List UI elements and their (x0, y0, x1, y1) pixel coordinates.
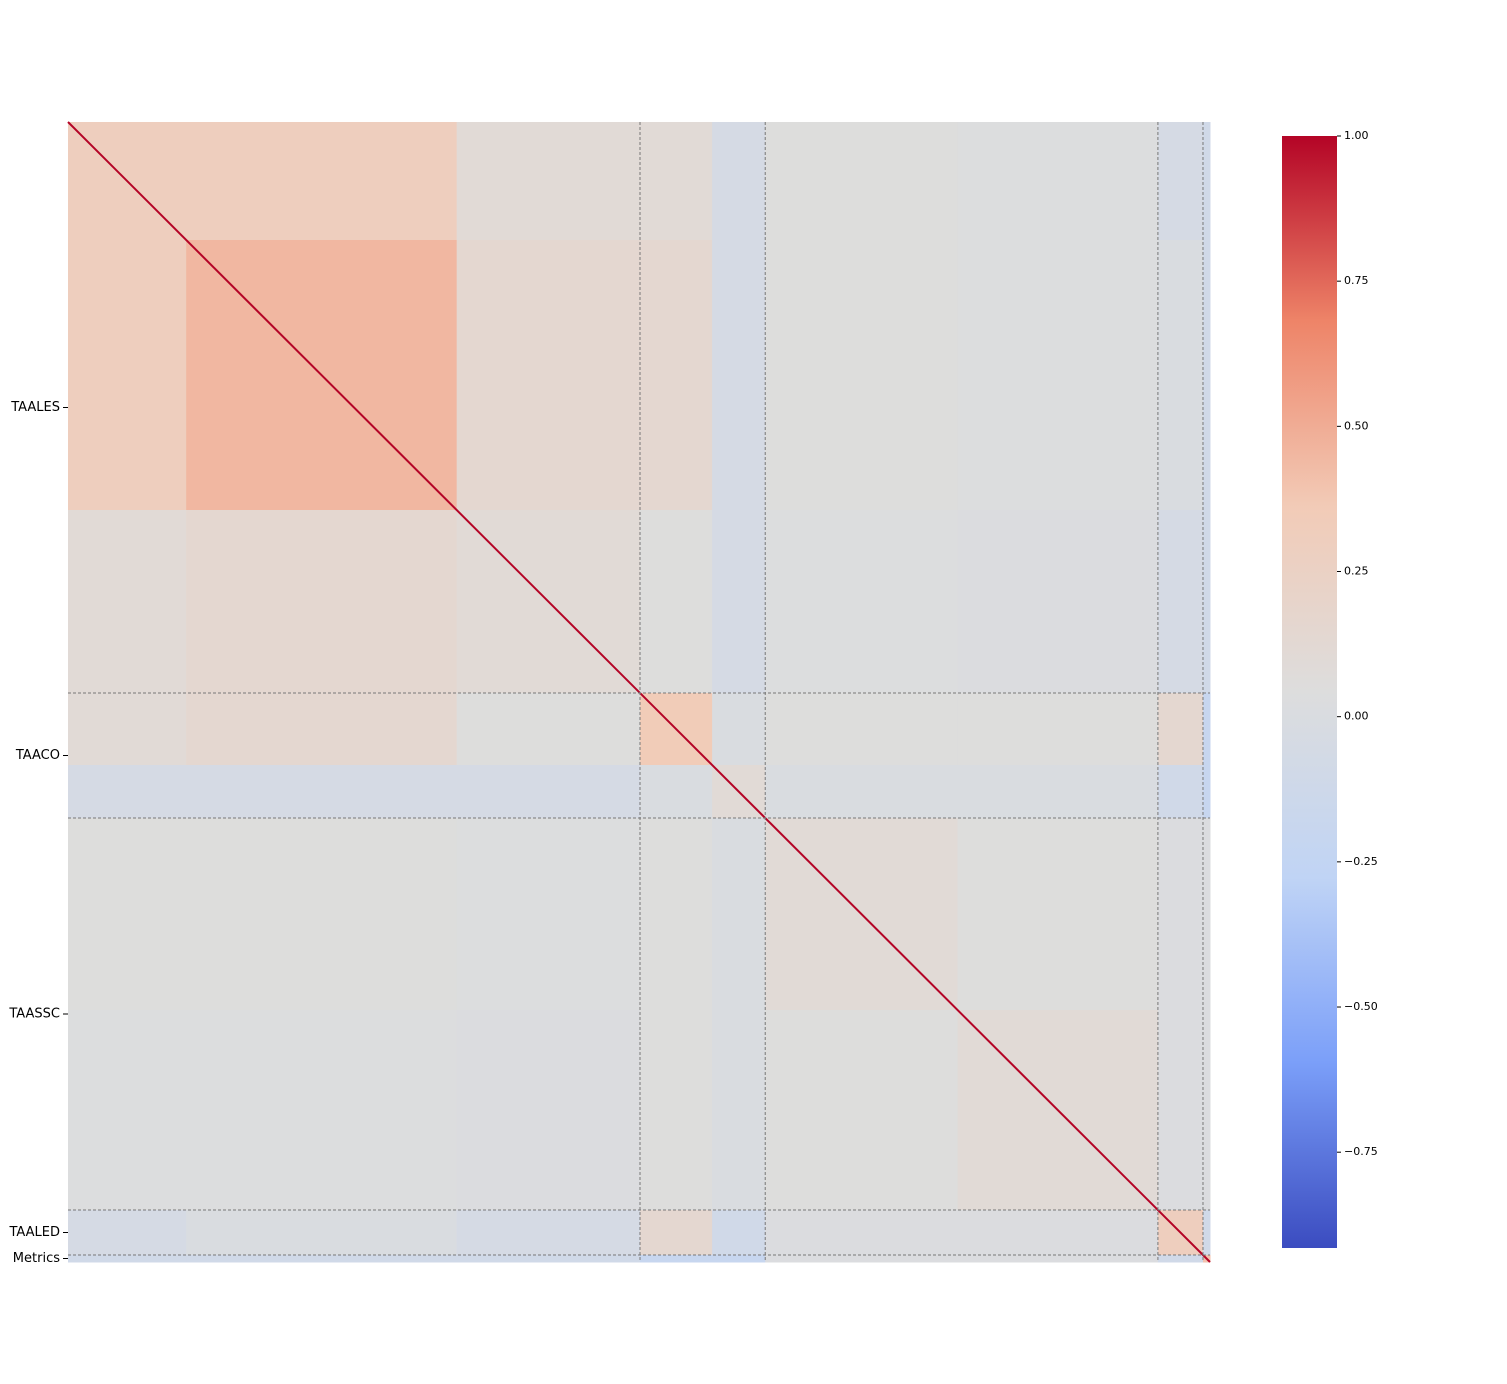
heatmap-cell (1202, 240, 1211, 511)
heatmap-cell (456, 765, 641, 819)
heatmap-cell (640, 765, 713, 819)
heatmap-cell (765, 1010, 959, 1211)
heatmap-cell (957, 510, 1159, 694)
heatmap-cell (640, 1255, 713, 1263)
heatmap-cell (1202, 693, 1211, 766)
heatmap-cell (712, 693, 766, 766)
y-tick-label: Metrics (13, 1251, 60, 1266)
heatmap-cell (765, 510, 959, 694)
heatmap-cell (957, 818, 1159, 1011)
heatmap-cell (957, 765, 1159, 819)
heatmap-cell (186, 693, 458, 766)
diagonal (67, 121, 1211, 1263)
heatmap-cell (765, 693, 959, 766)
y-tick-label: TAALED (8, 1225, 60, 1240)
heatmap-cell (68, 1255, 187, 1263)
heatmap-cell (640, 240, 713, 511)
colorbar-tick-label: 0.50 (1344, 419, 1369, 432)
colorbar-tick-label: −0.50 (1344, 1000, 1378, 1013)
heatmap-cell (68, 818, 187, 1011)
heatmap-cell (456, 1255, 641, 1263)
heatmap-cell (1157, 240, 1204, 511)
heatmap-cell (1202, 1010, 1211, 1211)
heatmap-cell (68, 240, 187, 511)
heatmap-cell (456, 240, 641, 511)
heatmap-cell (957, 122, 1159, 241)
y-tick-label: TAASSC (8, 1007, 60, 1022)
heatmap-cell (957, 693, 1159, 766)
heatmap-cell (712, 1010, 766, 1211)
heatmap-cell (640, 510, 713, 694)
heatmap-cell (957, 1255, 1159, 1263)
colorbar-tick-label: −0.25 (1344, 855, 1378, 868)
heatmap-cell (1157, 818, 1204, 1011)
colorbar-tick-label: 0.75 (1344, 274, 1369, 287)
heatmap-cell (640, 1210, 713, 1256)
heatmap-cell (712, 510, 766, 694)
heatmap-cell (1157, 122, 1204, 241)
colorbar-tick-label: 0.25 (1344, 565, 1369, 578)
colorbar-tick-label: 1.00 (1344, 129, 1369, 142)
heatmap-cell (957, 240, 1159, 511)
heatmap-cell (456, 1210, 641, 1256)
heatmap-cell (640, 122, 713, 241)
heatmap-cell (186, 122, 458, 241)
heatmap-cell (712, 122, 766, 241)
heatmap-cell (1202, 765, 1211, 819)
heatmap-cell (68, 765, 187, 819)
heatmap-cell (186, 1010, 458, 1211)
heatmap-cell (68, 1210, 187, 1256)
heatmap-cell (640, 1010, 713, 1211)
heatmap-cell (456, 693, 641, 766)
heatmap-cell (1202, 818, 1211, 1011)
heatmap-cell (1157, 1255, 1204, 1263)
heatmap-cell (1157, 765, 1204, 819)
heatmap-cell (1202, 510, 1211, 694)
heatmap-cell (712, 240, 766, 511)
heatmap-cell (186, 1210, 458, 1256)
heatmap-cell (68, 510, 187, 694)
heatmap-cell (456, 818, 641, 1011)
heatmap-cell (68, 1010, 187, 1211)
y-tick-label: TAALES (10, 400, 60, 415)
heatmap-cell (1202, 122, 1211, 241)
heatmap-cell (765, 1210, 959, 1256)
heatmap-cell (765, 765, 959, 819)
heatmap-cell (1157, 1010, 1204, 1211)
y-tick-label: TAACO (15, 748, 60, 763)
heatmap-cell (712, 1255, 766, 1263)
heatmap-cell (1157, 693, 1204, 766)
heatmap-cell (186, 1255, 458, 1263)
heatmap-cell (186, 510, 458, 694)
heatmap-cell (957, 1210, 1159, 1256)
colorbar-tick-label: 0.00 (1344, 710, 1369, 723)
heatmap-cell (712, 1210, 766, 1256)
heatmap-cell (765, 1255, 959, 1263)
heatmap-cell (640, 818, 713, 1011)
colorbar-tick-label: −0.75 (1344, 1145, 1378, 1158)
heatmap-cell (712, 818, 766, 1011)
colorbar (1282, 136, 1337, 1248)
heatmap-cell (186, 818, 458, 1011)
heatmap-cell (456, 122, 641, 241)
heatmap-cell (1202, 1210, 1211, 1256)
heatmap-cell (765, 240, 959, 511)
heatmap-cell (456, 1010, 641, 1211)
heatmap-cell (765, 122, 959, 241)
heatmap-cell (68, 693, 187, 766)
heatmap-cell (186, 765, 458, 819)
heatmap-cell (1157, 510, 1204, 694)
